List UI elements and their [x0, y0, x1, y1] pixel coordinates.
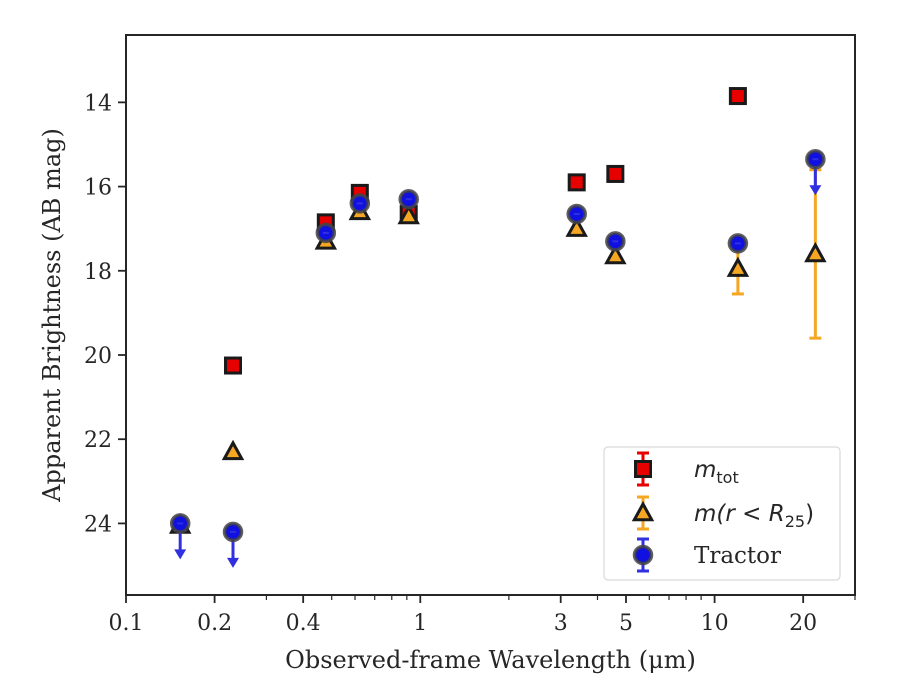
marker-triangle: [565, 216, 588, 237]
data-point: [398, 188, 419, 210]
legend-box: [603, 446, 841, 581]
marker-triangle: [804, 241, 827, 263]
marker-triangle: [604, 243, 627, 265]
data-point: [728, 87, 747, 106]
y-tick-label: 20: [84, 344, 112, 369]
legend-entry-tractor: Tractor: [632, 537, 781, 573]
data-point: [606, 164, 625, 183]
marker-triangle: [726, 256, 750, 277]
data-point: [805, 148, 826, 196]
y-tick-label: 18: [84, 260, 112, 285]
legend-marker-circle: [632, 544, 654, 566]
marker-square: [567, 173, 586, 192]
data-point: [727, 233, 749, 254]
data-point: [605, 231, 626, 252]
x-axis-label: Observed-frame Wavelength (μm): [285, 646, 696, 674]
marker-triangle: [221, 439, 245, 461]
x-tick-label: 5: [619, 611, 633, 636]
x-tick-label: 20: [789, 611, 817, 636]
upper-limit-arrow-head: [174, 549, 187, 560]
x-tick-label: 10: [701, 611, 729, 636]
data-point: [315, 222, 337, 244]
data-point: [397, 203, 420, 225]
data-point: [604, 243, 627, 265]
axis-ticks: 0.1 0.2 0.4 1 3 5 10 20 14 16 18 20 22 24: [84, 91, 856, 636]
x-tick-label: 0.4: [286, 611, 321, 636]
y-tick-label: 14: [84, 91, 112, 116]
x-tick-label: 1: [413, 611, 427, 636]
legend-entry-m-r25: m(r < R25): [631, 495, 814, 531]
legend-marker-square: [634, 460, 652, 478]
y-tick-label: 16: [84, 176, 112, 201]
marker-square: [606, 164, 625, 183]
marker-triangle: [397, 203, 420, 225]
x-tick-label: 0.1: [109, 611, 144, 636]
data-point: [567, 173, 586, 192]
legend-marker-triangle: [631, 500, 655, 522]
legend: mtot m(r < R25) Tractor: [603, 446, 841, 581]
x-tick-label: 3: [554, 611, 568, 636]
data-point: [565, 216, 588, 237]
series-2: [169, 148, 826, 568]
data-point: [222, 521, 244, 568]
x-tick-label: 0.2: [197, 611, 232, 636]
legend-entry-m-tot: mtot: [634, 451, 739, 487]
data-point: [349, 193, 371, 214]
data-point: [224, 356, 243, 375]
legend-label-tractor: Tractor: [694, 543, 781, 569]
marker-square: [728, 87, 747, 106]
marker-square: [224, 356, 243, 375]
plot-frame: [125, 34, 856, 596]
legend-label-m-tot: mtot: [694, 457, 739, 487]
upper-limit-arrow-head: [809, 185, 822, 196]
upper-limit-arrow-head: [227, 557, 240, 568]
data-points: [168, 87, 827, 568]
data-point: [221, 439, 245, 461]
series-0: [224, 87, 747, 375]
y-tick-label: 22: [84, 428, 112, 453]
y-tick-label: 24: [84, 512, 112, 537]
data-point: [169, 513, 191, 560]
data-point: [566, 203, 587, 225]
legend-label-m-r25: m(r < R25): [694, 501, 814, 531]
y-axis-label: Apparent Brightness (AB mag): [38, 128, 66, 503]
